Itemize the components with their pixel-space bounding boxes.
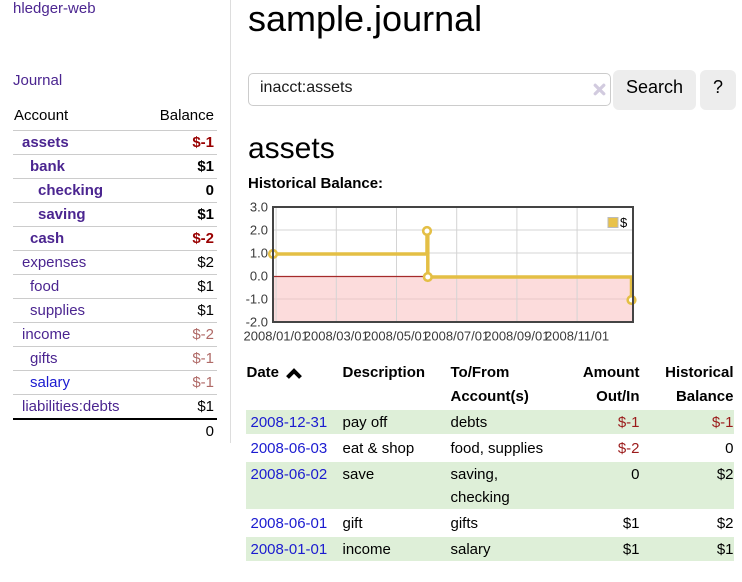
svg-text:-1.0: -1.0 xyxy=(246,292,268,307)
svg-text:2008/07/01: 2008/07/01 xyxy=(424,329,489,344)
svg-text:2008/11/01: 2008/11/01 xyxy=(545,329,609,344)
svg-text:$: $ xyxy=(620,215,628,230)
svg-text:2008/03/01: 2008/03/01 xyxy=(304,329,369,344)
svg-text:2.0: 2.0 xyxy=(250,223,268,238)
svg-text:0.0: 0.0 xyxy=(250,269,268,284)
svg-text:2008/09/01: 2008/09/01 xyxy=(484,329,549,344)
svg-text:-2.0: -2.0 xyxy=(246,315,268,330)
svg-text:1.0: 1.0 xyxy=(250,246,268,261)
svg-text:2008/01/01: 2008/01/01 xyxy=(244,329,309,344)
svg-text:3.0: 3.0 xyxy=(250,200,268,215)
svg-text:2008/05/01: 2008/05/01 xyxy=(364,329,429,344)
